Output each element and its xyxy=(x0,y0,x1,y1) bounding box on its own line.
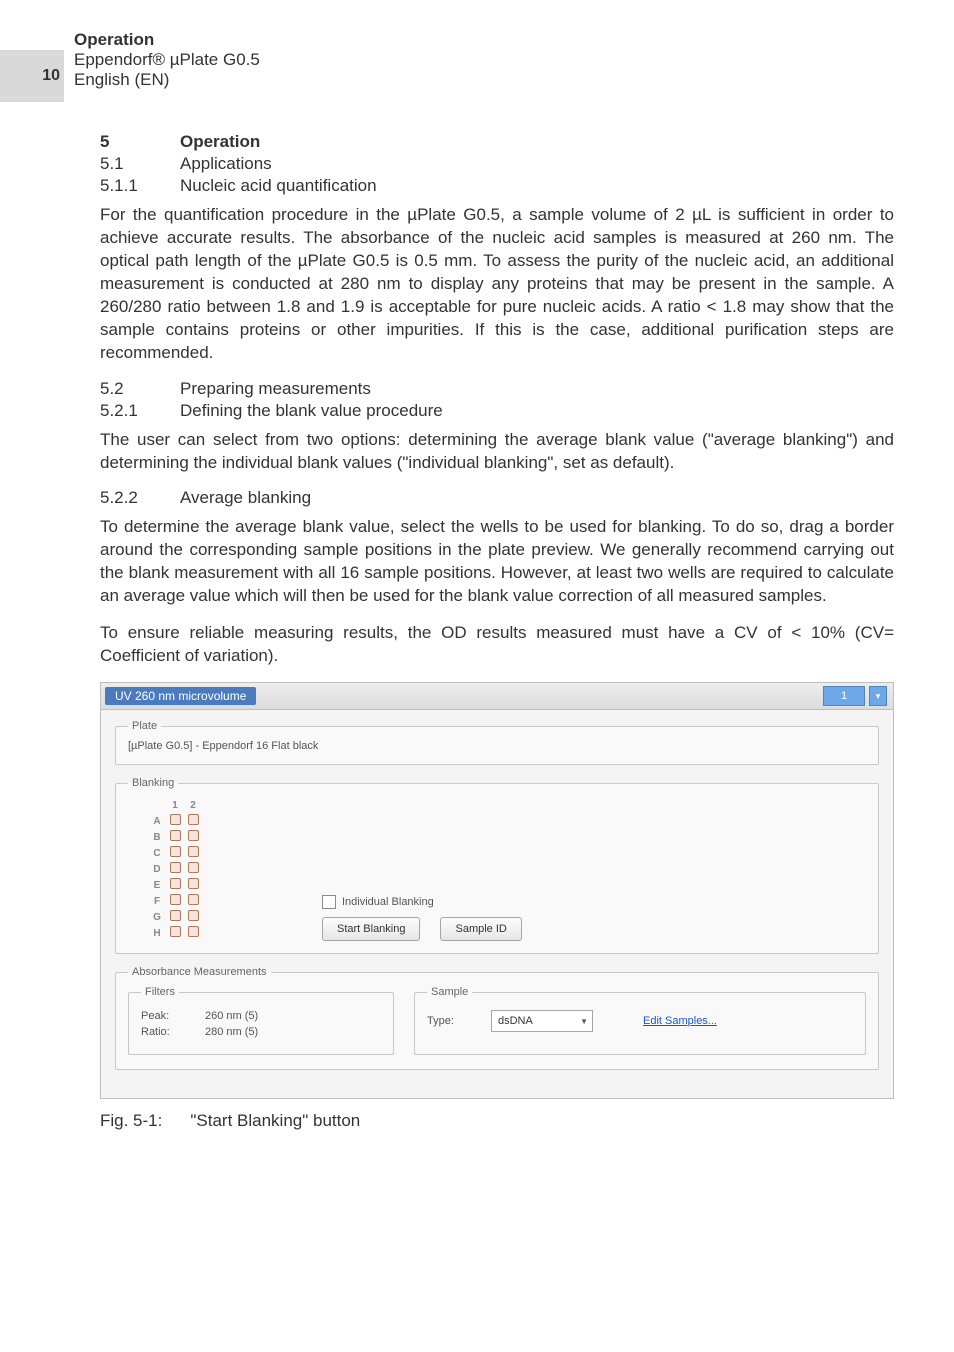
well-cell[interactable] xyxy=(188,926,199,937)
well-cell[interactable] xyxy=(170,878,181,889)
sec5-num: 5 xyxy=(100,132,150,152)
window-title: UV 260 nm microvolume xyxy=(105,687,256,705)
sec521-title: Defining the blank value procedure xyxy=(180,401,443,421)
individual-blanking-label: Individual Blanking xyxy=(342,896,434,908)
plate-value: [µPlate G0.5] - Eppendorf 16 Flat black xyxy=(128,740,866,752)
well-cell[interactable] xyxy=(170,814,181,825)
well-cell[interactable] xyxy=(188,830,199,841)
figure-screenshot: UV 260 nm microvolume 1 ▾ Plate [µPlate … xyxy=(100,682,894,1099)
sec51-title: Applications xyxy=(180,154,272,174)
well-row-header: D xyxy=(148,861,166,877)
sec522-num: 5.2.2 xyxy=(100,488,150,508)
type-value: dsDNA xyxy=(498,1015,533,1027)
well-col-header: 2 xyxy=(184,797,202,813)
well-cell[interactable] xyxy=(170,926,181,937)
well-row-header: A xyxy=(148,813,166,829)
header-lang: English (EN) xyxy=(74,70,260,90)
tab-number[interactable]: 1 xyxy=(823,686,865,706)
tab-dropdown-icon[interactable]: ▾ xyxy=(869,686,887,706)
filters-group: Filters Peak: 260 nm (5) Ratio: 280 nm (… xyxy=(128,986,394,1055)
absorbance-group: Absorbance Measurements Filters Peak: 26… xyxy=(115,966,879,1070)
well-cell[interactable] xyxy=(170,862,181,873)
peak-value: 260 nm (5) xyxy=(205,1010,258,1022)
page-number: 10 xyxy=(0,50,64,102)
well-cell[interactable] xyxy=(188,878,199,889)
para-522b: To ensure reliable measuring results, th… xyxy=(100,622,894,668)
type-select[interactable]: dsDNA ▼ xyxy=(491,1010,593,1032)
well-cell[interactable] xyxy=(188,814,199,825)
sec51-num: 5.1 xyxy=(100,154,150,174)
filters-legend: Filters xyxy=(141,986,179,998)
peak-label: Peak: xyxy=(141,1010,185,1022)
sample-legend: Sample xyxy=(427,986,472,998)
well-cell[interactable] xyxy=(170,894,181,905)
well-row-header: G xyxy=(148,909,166,925)
sec522-title: Average blanking xyxy=(180,488,311,508)
sample-id-button[interactable]: Sample ID xyxy=(440,917,521,941)
para-522a: To determine the average blank value, se… xyxy=(100,516,894,608)
edit-samples-link[interactable]: Edit Samples... xyxy=(643,1015,717,1027)
sec5-title: Operation xyxy=(180,132,260,152)
well-col-header: 1 xyxy=(166,797,184,813)
sec52-num: 5.2 xyxy=(100,379,150,399)
header-title: Operation xyxy=(74,30,260,50)
well-row-header: C xyxy=(148,845,166,861)
blanking-group: Blanking 12ABCDEFGH Individual Blanking … xyxy=(115,777,879,954)
sec511-num: 5.1.1 xyxy=(100,176,150,196)
sec511-title: Nucleic acid quantification xyxy=(180,176,377,196)
well-cell[interactable] xyxy=(170,910,181,921)
well-row-header: F xyxy=(148,893,166,909)
well-cell[interactable] xyxy=(188,846,199,857)
blanking-legend: Blanking xyxy=(128,777,178,789)
checkbox-box[interactable] xyxy=(322,895,336,909)
well-grid[interactable]: 12 ABCDEFGH xyxy=(148,797,202,941)
plate-legend: Plate xyxy=(128,720,161,732)
figure-caption-text: "Start Blanking" button xyxy=(190,1111,360,1131)
para-521: The user can select from two options: de… xyxy=(100,429,894,475)
well-cell[interactable] xyxy=(188,910,199,921)
window-titlebar: UV 260 nm microvolume 1 ▾ xyxy=(101,683,893,710)
plate-group: Plate [µPlate G0.5] - Eppendorf 16 Flat … xyxy=(115,720,879,765)
chevron-down-icon: ▼ xyxy=(580,1017,588,1026)
sec52-title: Preparing measurements xyxy=(180,379,371,399)
well-cell[interactable] xyxy=(188,862,199,873)
start-blanking-button[interactable]: Start Blanking xyxy=(322,917,420,941)
absorbance-legend: Absorbance Measurements xyxy=(128,966,271,978)
individual-blanking-checkbox[interactable]: Individual Blanking xyxy=(322,895,522,909)
well-row-header: H xyxy=(148,925,166,941)
ratio-label: Ratio: xyxy=(141,1026,185,1038)
well-row-header: E xyxy=(148,877,166,893)
well-cell[interactable] xyxy=(188,894,199,905)
well-cell[interactable] xyxy=(170,846,181,857)
well-cell[interactable] xyxy=(170,830,181,841)
type-label: Type: xyxy=(427,1015,471,1027)
para-511: For the quantification procedure in the … xyxy=(100,204,894,365)
ratio-value: 280 nm (5) xyxy=(205,1026,258,1038)
sample-group: Sample Type: dsDNA ▼ Edit Samples... xyxy=(414,986,866,1055)
well-row-header: B xyxy=(148,829,166,845)
sec521-num: 5.2.1 xyxy=(100,401,150,421)
figure-caption-num: Fig. 5-1: xyxy=(100,1111,162,1131)
header-product: Eppendorf® µPlate G0.5 xyxy=(74,50,260,70)
